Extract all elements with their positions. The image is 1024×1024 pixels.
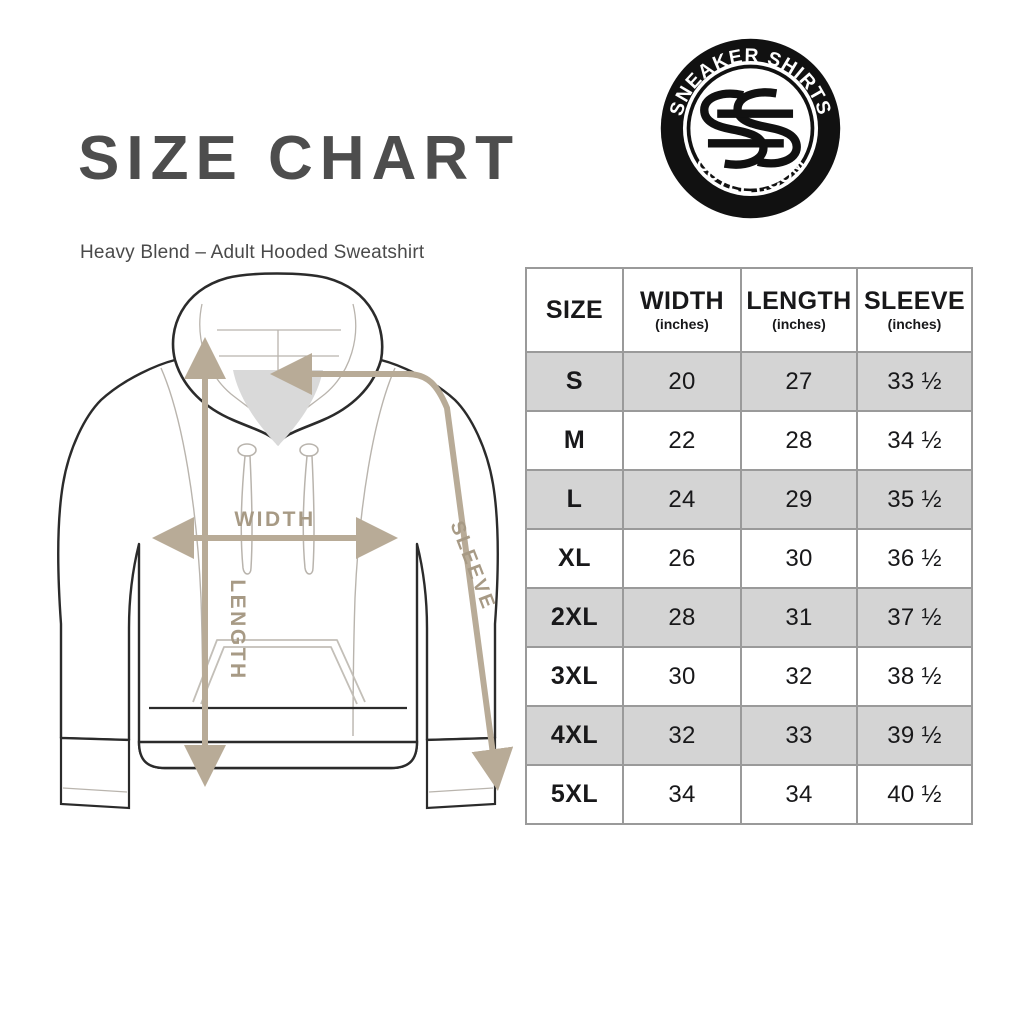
cell-size: XL <box>525 528 624 589</box>
table-header: SIZE WIDTH (inches) LENGTH (inches) SLEE… <box>525 267 973 353</box>
table-row: M 22 28 34 ½ <box>525 410 973 471</box>
cell-width: 22 <box>622 410 742 471</box>
cell-sleeve: 40 ½ <box>856 764 973 825</box>
cell-sleeve: 37 ½ <box>856 587 973 648</box>
cell-length: 28 <box>740 410 858 471</box>
size-chart-table: SIZE WIDTH (inches) LENGTH (inches) SLEE… <box>525 267 973 825</box>
table-row: 2XL 28 31 37 ½ <box>525 587 973 648</box>
table-row: 3XL 30 32 38 ½ <box>525 646 973 707</box>
table-row: L 24 29 35 ½ <box>525 469 973 530</box>
hoodie-diagram: WIDTH LENGTH SLEEVE <box>55 268 525 828</box>
column-header-size-main: SIZE <box>545 295 604 324</box>
page-subtitle: Heavy Blend – Adult Hooded Sweatshirt <box>80 242 425 263</box>
table-row: 5XL 34 34 40 ½ <box>525 764 973 825</box>
cell-length: 31 <box>740 587 858 648</box>
table-body: S 20 27 33 ½ M 22 28 34 ½ L 24 29 35 ½ XL 26 30 36 ½ 2XL… <box>525 351 973 825</box>
column-header-width-units: (inches) <box>655 315 709 332</box>
column-header-width: WIDTH (inches) <box>622 267 742 353</box>
table-header-row: SIZE WIDTH (inches) LENGTH (inches) SLEE… <box>525 267 973 353</box>
column-header-sleeve-units: (inches) <box>887 315 942 332</box>
column-header-sleeve-main: SLEEVE <box>863 287 966 316</box>
cell-sleeve: 33 ½ <box>856 351 973 412</box>
cell-length: 29 <box>740 469 858 530</box>
cell-length: 34 <box>740 764 858 825</box>
cell-sleeve: 39 ½ <box>856 705 973 766</box>
cell-size: L <box>525 469 624 530</box>
cell-length: 30 <box>740 528 858 589</box>
column-header-width-main: WIDTH <box>640 287 724 316</box>
cell-width: 32 <box>622 705 742 766</box>
column-header-length-main: LENGTH <box>746 287 852 316</box>
cell-length: 32 <box>740 646 858 707</box>
cell-size: 3XL <box>525 646 624 707</box>
cell-width: 28 <box>622 587 742 648</box>
cell-sleeve: 38 ½ <box>856 646 973 707</box>
cell-width: 20 <box>622 351 742 412</box>
table-row: S 20 27 33 ½ <box>525 351 973 412</box>
brand-logo: SNEAKER SHIRTS OUTLET.COM <box>658 36 843 221</box>
cell-size: 4XL <box>525 705 624 766</box>
column-header-length-units: (inches) <box>772 315 826 332</box>
cell-width: 30 <box>622 646 742 707</box>
width-label: WIDTH <box>234 508 315 531</box>
cell-sleeve: 36 ½ <box>856 528 973 589</box>
cell-length: 27 <box>740 351 858 412</box>
table-row: 4XL 32 33 39 ½ <box>525 705 973 766</box>
cell-size: M <box>525 410 624 471</box>
cell-sleeve: 34 ½ <box>856 410 973 471</box>
cell-width: 34 <box>622 764 742 825</box>
sleeve-arrow <box>270 353 514 791</box>
column-header-size: SIZE <box>525 267 624 353</box>
length-label: LENGTH <box>226 579 249 680</box>
cell-width: 26 <box>622 528 742 589</box>
page-title: SIZE CHART <box>78 124 520 193</box>
cell-size: S <box>525 351 624 412</box>
cell-size: 2XL <box>525 587 624 648</box>
column-header-sleeve: SLEEVE (inches) <box>856 267 973 353</box>
cell-size: 5XL <box>525 764 624 825</box>
column-header-length: LENGTH (inches) <box>740 267 858 353</box>
cell-width: 24 <box>622 469 742 530</box>
cell-length: 33 <box>740 705 858 766</box>
cell-sleeve: 35 ½ <box>856 469 973 530</box>
table-row: XL 26 30 36 ½ <box>525 528 973 589</box>
